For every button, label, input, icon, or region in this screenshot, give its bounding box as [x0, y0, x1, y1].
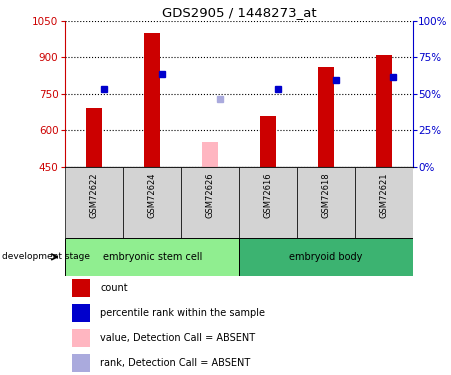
Text: embryoid body: embryoid body [289, 252, 363, 262]
Bar [72, 304, 90, 322]
Text: GSM72624: GSM72624 [148, 172, 156, 218]
Bar [355, 167, 413, 238]
Bar [123, 167, 181, 238]
Text: embryonic stem cell: embryonic stem cell [102, 252, 202, 262]
Bar [65, 238, 239, 276]
Text: rank, Detection Call = ABSENT: rank, Detection Call = ABSENT [100, 358, 250, 368]
Bar [260, 116, 276, 167]
Bar [239, 238, 413, 276]
Text: percentile rank within the sample: percentile rank within the sample [100, 308, 265, 318]
Text: GSM72626: GSM72626 [206, 172, 215, 218]
Text: development stage: development stage [2, 252, 90, 261]
Text: GSM72618: GSM72618 [322, 172, 330, 218]
Bar [297, 167, 355, 238]
Bar [72, 279, 90, 297]
Bar [318, 67, 334, 167]
Bar [72, 354, 90, 372]
Bar [202, 142, 218, 167]
Bar [181, 167, 239, 238]
Title: GDS2905 / 1448273_at: GDS2905 / 1448273_at [162, 6, 316, 20]
Text: GSM72621: GSM72621 [379, 172, 388, 218]
Bar [86, 108, 102, 167]
Bar [65, 167, 123, 238]
Text: GSM72616: GSM72616 [263, 172, 272, 218]
Bar [72, 329, 90, 346]
Text: value, Detection Call = ABSENT: value, Detection Call = ABSENT [100, 333, 255, 343]
Text: GSM72622: GSM72622 [90, 172, 99, 218]
Bar [144, 33, 160, 167]
Bar [239, 167, 297, 238]
Text: count: count [100, 283, 128, 293]
Bar [376, 55, 392, 167]
